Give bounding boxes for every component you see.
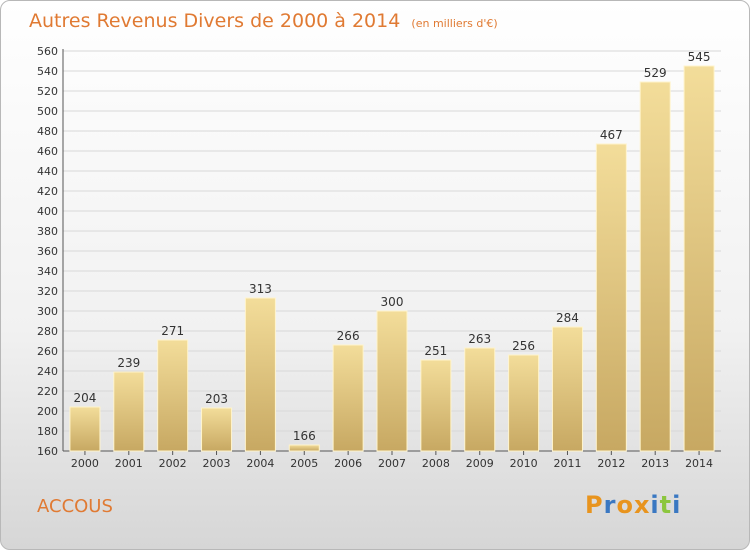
y-tick-label: 300 [37,305,58,318]
x-tick-label-2006: 2006 [334,457,362,470]
y-tick-label: 200 [37,405,58,418]
y-tick-label: 560 [37,45,58,58]
x-tick-label-2007: 2007 [378,457,406,470]
x-tick-labels: 2000 2001 2002 2003 2004 2005 2006 2007 2008 2009… [71,451,713,470]
y-tick-label: 320 [37,285,58,298]
logo-letter: o [616,491,634,519]
data-label-2003: 203 [205,392,228,406]
data-label-2004: 313 [249,282,272,296]
bar-2011 [551,326,583,452]
y-tick-label: 420 [37,185,58,198]
x-tick-label-2000: 2000 [71,457,99,470]
bar-2009 [464,347,496,452]
bar-2002 [157,339,189,452]
data-label-2006: 266 [337,329,360,343]
commune-name: ACCOUS [37,496,113,517]
data-label-2000: 204 [73,391,96,405]
y-tick-label: 280 [37,325,58,338]
y-tick-label: 360 [37,245,58,258]
bar-2000 [69,406,101,452]
bar-2005 [288,444,320,452]
y-tick-label: 380 [37,225,58,238]
y-tick-label: 160 [37,445,58,458]
logo-letter: i [650,491,660,519]
bar-2007 [376,310,408,452]
x-tick-label-2001: 2001 [115,457,143,470]
data-label-2007: 300 [381,295,404,309]
y-tick-label: 180 [37,425,58,438]
bar-2014 [683,65,715,452]
y-tick-labels: 160 180 200 220 240 260 280 300 320 340 360 380 400 4… [37,45,58,458]
data-label-2008: 251 [424,344,447,358]
data-label-2013: 529 [644,66,667,80]
y-tick-label: 520 [37,85,58,98]
bar-2004 [244,297,276,452]
x-tick-label-2014: 2014 [685,457,713,470]
y-tick-label: 540 [37,65,58,78]
x-tick-label-2005: 2005 [290,457,318,470]
bar-2006 [332,344,364,452]
x-tick-label-2008: 2008 [422,457,450,470]
y-tick-label: 340 [37,265,58,278]
logo-letter: i [672,491,682,519]
bar-2003 [201,407,233,452]
chart-title: Autres Revenus Divers de 2000 à 2014 (en… [29,10,498,32]
logo-letter: r [603,491,617,519]
x-tick-label-2013: 2013 [641,457,669,470]
y-tick-label: 500 [37,105,58,118]
y-tick-label: 260 [37,345,58,358]
data-label-2002: 271 [161,324,184,338]
x-tick-label-2009: 2009 [466,457,494,470]
bar-2012 [595,143,627,452]
x-tick-label-2002: 2002 [159,457,187,470]
chart-title-text: Autres Revenus Divers de 2000 à 2014 [29,10,401,32]
bar-2013 [639,81,671,452]
data-label-2011: 284 [556,311,579,325]
data-label-2009: 263 [468,332,491,346]
data-label-2010: 256 [512,339,535,353]
bar-2008 [420,359,452,452]
logo-letter: P [585,491,604,519]
x-tick-label-2003: 2003 [203,457,231,470]
y-tick-label: 240 [37,365,58,378]
x-tick-label-2011: 2011 [553,457,581,470]
logo-letter: t [659,491,673,519]
data-label-2012: 467 [600,128,623,142]
y-tick-label: 400 [37,205,58,218]
y-tick-label: 460 [37,145,58,158]
x-tick-label-2004: 2004 [246,457,274,470]
x-tick-label-2012: 2012 [597,457,625,470]
x-tick-label-2010: 2010 [510,457,538,470]
y-tick-label: 480 [37,125,58,138]
y-tick-label: 440 [37,165,58,178]
proxiti-logo[interactable]: Proxiti [585,491,681,519]
data-label-2014: 545 [688,50,711,64]
y-tick-label: 220 [37,385,58,398]
bars [69,65,715,452]
bar-2010 [508,354,540,452]
data-label-2005: 166 [293,429,316,443]
chart-unit-text: (en milliers d'€) [411,17,498,30]
bar-2001 [113,371,145,452]
logo-letter: x [633,491,651,519]
data-labels: 204 239 271 203 313 166 266 300 251 263 256 284 467 5… [73,50,710,443]
data-label-2001: 239 [117,356,140,370]
